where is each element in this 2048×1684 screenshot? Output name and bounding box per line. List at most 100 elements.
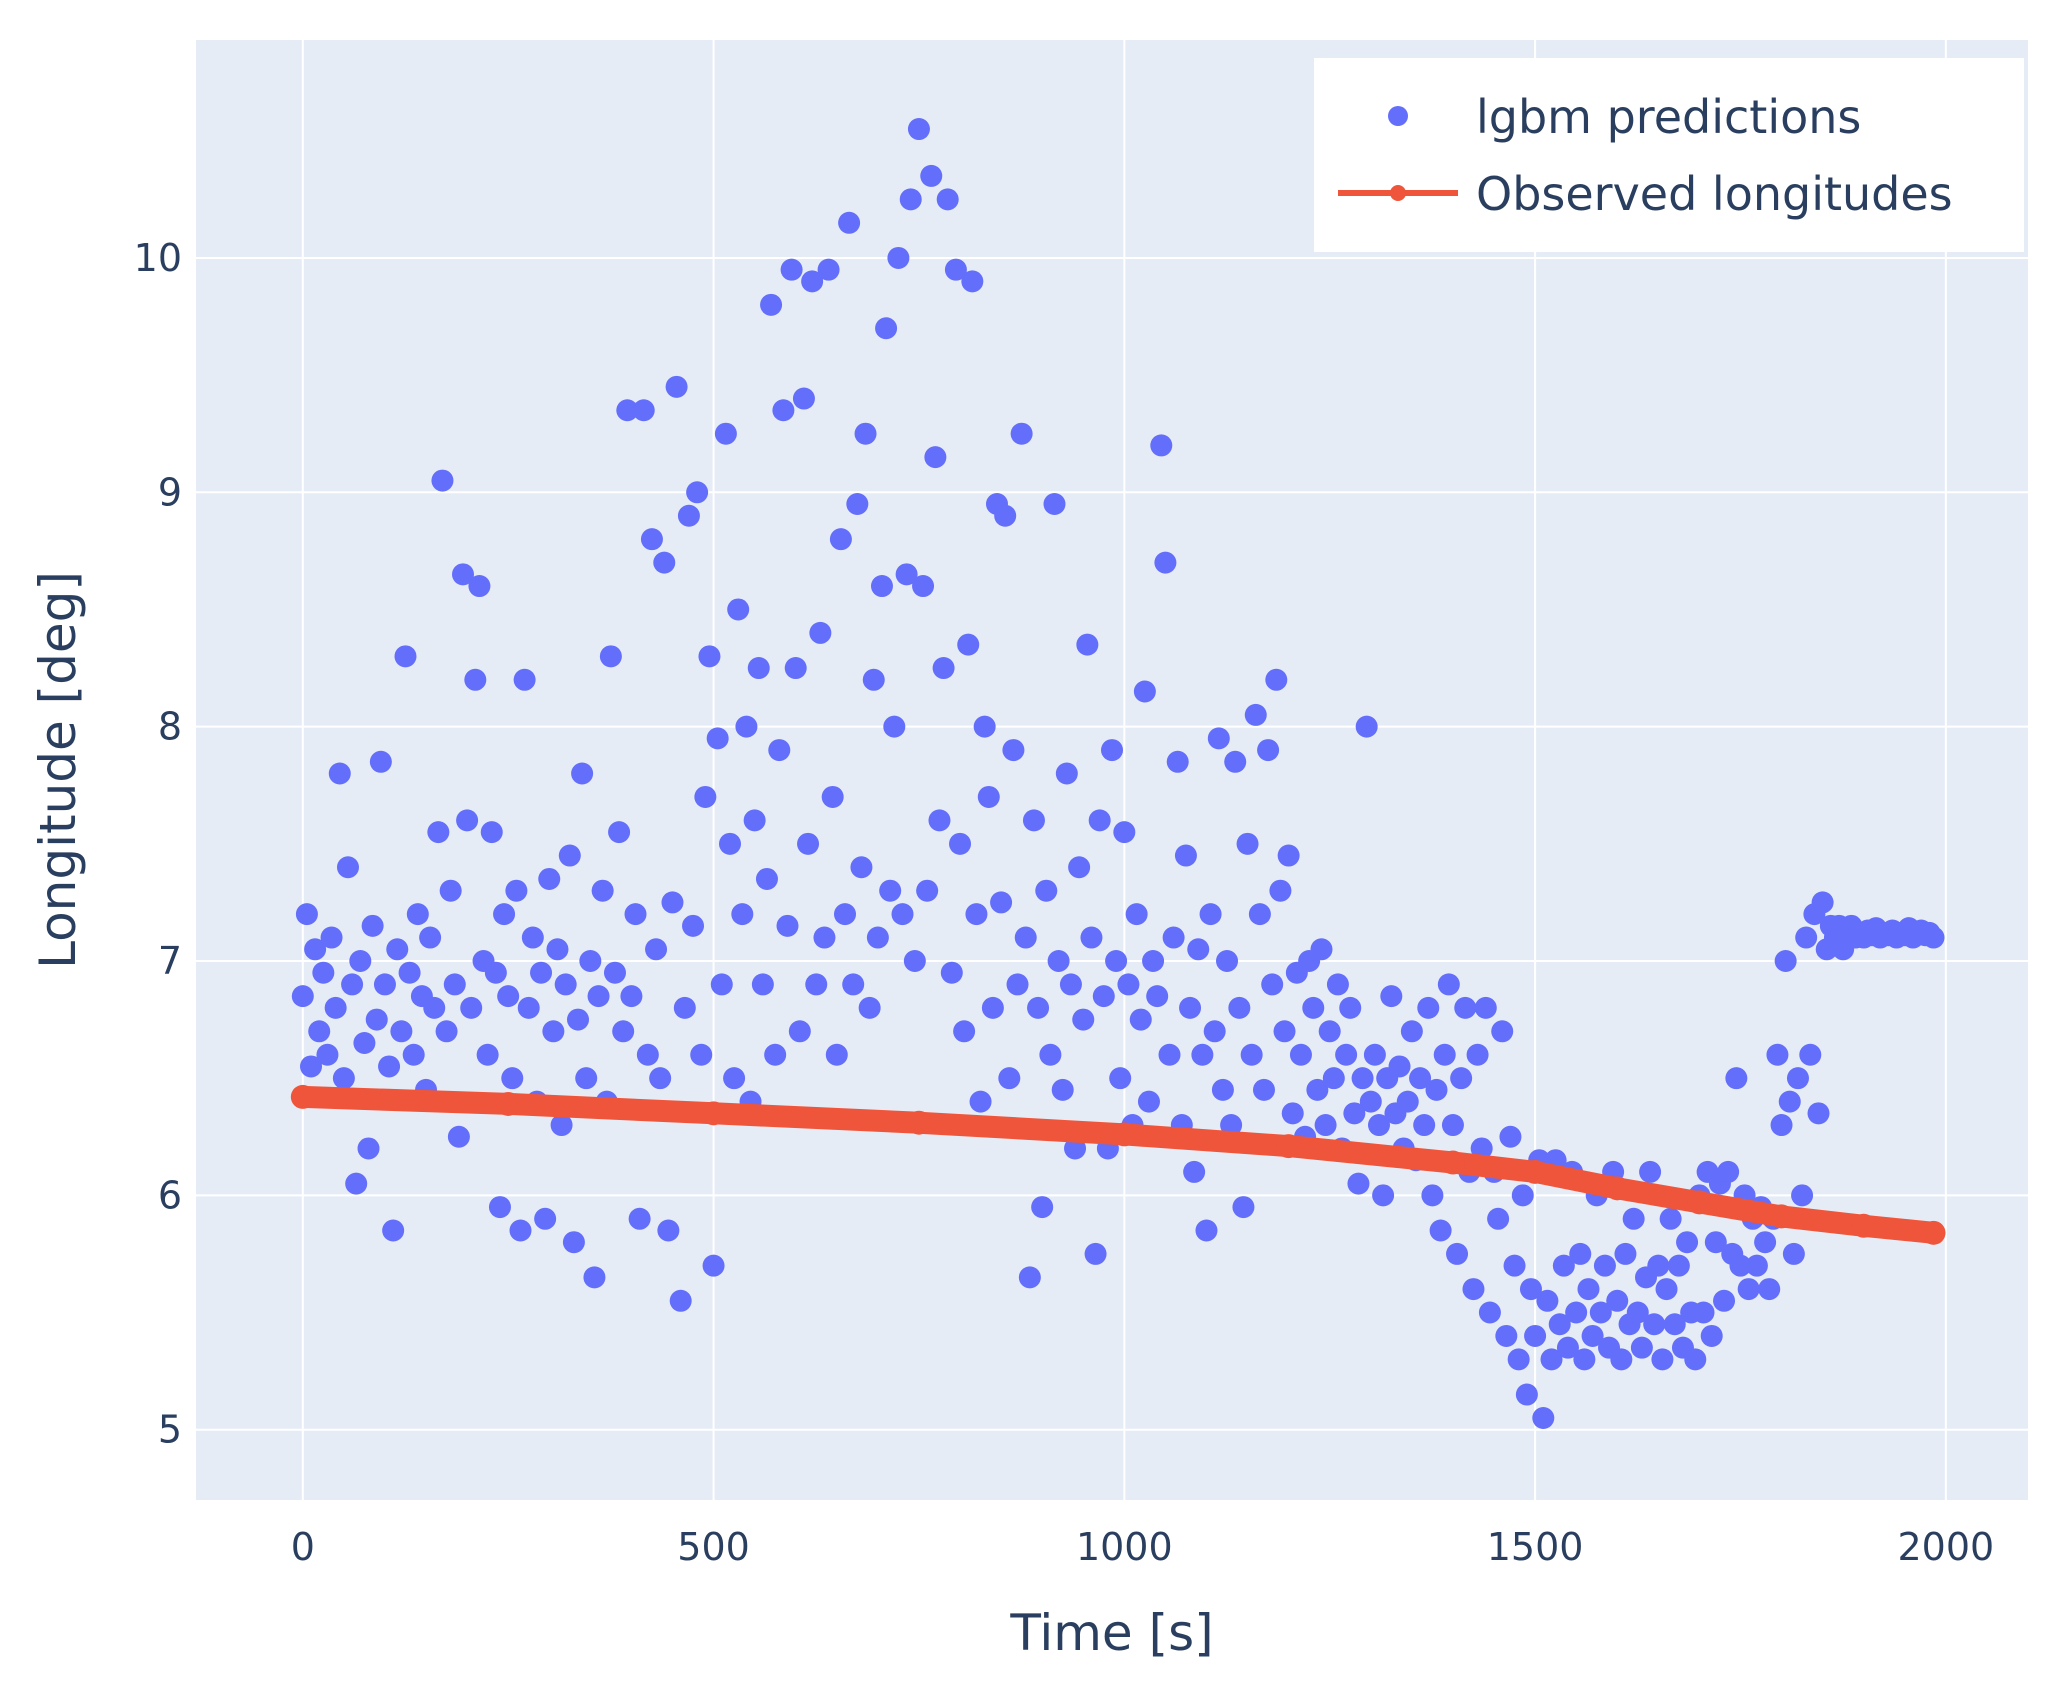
prediction-point (558, 844, 581, 867)
prediction-point (924, 446, 947, 469)
prediction-point (1183, 1160, 1206, 1183)
prediction-point (599, 645, 622, 668)
prediction-point (657, 1219, 680, 1242)
prediction-point (780, 258, 803, 281)
prediction-point (1577, 1278, 1600, 1301)
prediction-point (772, 399, 795, 422)
prediction-point (1031, 1196, 1054, 1219)
prediction-point (858, 996, 881, 1019)
prediction-point (1339, 996, 1362, 1019)
prediction-point (653, 551, 676, 574)
prediction-point (1799, 1043, 1822, 1066)
prediction-point (1187, 938, 1210, 961)
prediction-point (846, 493, 869, 516)
observed-point (906, 1110, 931, 1135)
prediction-point (628, 1207, 651, 1230)
prediction-point (349, 949, 372, 972)
prediction-point (447, 1125, 470, 1148)
prediction-point (1745, 1254, 1768, 1277)
prediction-point (1581, 1324, 1604, 1347)
observed-point (1769, 1204, 1794, 1229)
prediction-point (1659, 1207, 1682, 1230)
prediction-point (1367, 1114, 1390, 1137)
prediction-point (1281, 1102, 1304, 1125)
prediction-point (308, 1020, 331, 1043)
prediction-point (402, 1043, 425, 1066)
prediction-point (1433, 1043, 1456, 1066)
prediction-point (1478, 1301, 1501, 1324)
prediction-point (1651, 1348, 1674, 1371)
prediction-point (517, 996, 540, 1019)
legend-label-observed: Observed longitudes (1476, 167, 1953, 221)
y-tick-label: 10 (134, 236, 182, 280)
prediction-point (862, 668, 885, 691)
prediction-point (1684, 1348, 1707, 1371)
prediction-point (1265, 668, 1288, 691)
prediction-point (690, 1043, 713, 1066)
prediction-point (1014, 926, 1037, 949)
prediction-point (1782, 1242, 1805, 1265)
prediction-point (1211, 1078, 1234, 1101)
legend-marker-observed (1390, 185, 1406, 201)
prediction-point (591, 879, 614, 902)
prediction-point (1647, 1254, 1670, 1277)
prediction-point (944, 258, 967, 281)
prediction-point (1179, 996, 1202, 1019)
prediction-point (1639, 1160, 1662, 1183)
prediction-point (936, 188, 959, 211)
prediction-point (1692, 1301, 1715, 1324)
prediction-point (714, 422, 737, 445)
prediction-point (834, 903, 857, 926)
x-tick-label: 2000 (1897, 1525, 1994, 1569)
y-tick-label: 7 (158, 939, 182, 983)
prediction-point (891, 903, 914, 926)
prediction-point (768, 739, 791, 762)
prediction-point (1174, 844, 1197, 867)
observed-point (701, 1101, 726, 1126)
prediction-point (1018, 1266, 1041, 1289)
prediction-point (501, 1067, 524, 1090)
prediction-point (1589, 1301, 1612, 1324)
prediction-point (419, 926, 442, 949)
prediction-point (903, 949, 926, 972)
prediction-point (998, 1067, 1021, 1090)
prediction-point (468, 575, 491, 598)
prediction-point (1388, 1055, 1411, 1078)
prediction-point (1191, 1043, 1214, 1066)
legend-marker-predictions (1388, 106, 1408, 126)
prediction-point (435, 1020, 458, 1043)
prediction-point (320, 926, 343, 949)
prediction-point (1043, 493, 1066, 516)
prediction-point (1503, 1254, 1526, 1277)
prediction-point (1240, 1043, 1263, 1066)
x-tick-label: 0 (291, 1525, 315, 1569)
prediction-point (456, 809, 479, 832)
prediction-point (1754, 1231, 1777, 1254)
prediction-point (809, 621, 832, 644)
observed-longitudes-series (290, 1084, 1946, 1245)
prediction-point (1146, 985, 1169, 1008)
prediction-point (484, 961, 507, 984)
prediction-point (443, 973, 466, 996)
prediction-point (755, 867, 778, 890)
prediction-point (476, 1043, 499, 1066)
prediction-point (345, 1172, 368, 1195)
prediction-point (616, 399, 639, 422)
prediction-point (575, 1067, 598, 1090)
prediction-point (677, 504, 700, 527)
prediction-point (369, 750, 392, 773)
prediction-point (1614, 1242, 1637, 1265)
prediction-point (1129, 1008, 1152, 1031)
observed-point (1440, 1150, 1465, 1175)
prediction-point (480, 821, 503, 844)
prediction-point (710, 973, 733, 996)
prediction-point (620, 985, 643, 1008)
prediction-point (1113, 821, 1136, 844)
prediction-point (1216, 949, 1239, 972)
prediction-point (427, 821, 450, 844)
prediction-point (550, 1114, 573, 1137)
prediction-point (1035, 879, 1058, 902)
prediction-point (723, 1067, 746, 1090)
prediction-point (497, 985, 520, 1008)
prediction-point (1511, 1184, 1534, 1207)
